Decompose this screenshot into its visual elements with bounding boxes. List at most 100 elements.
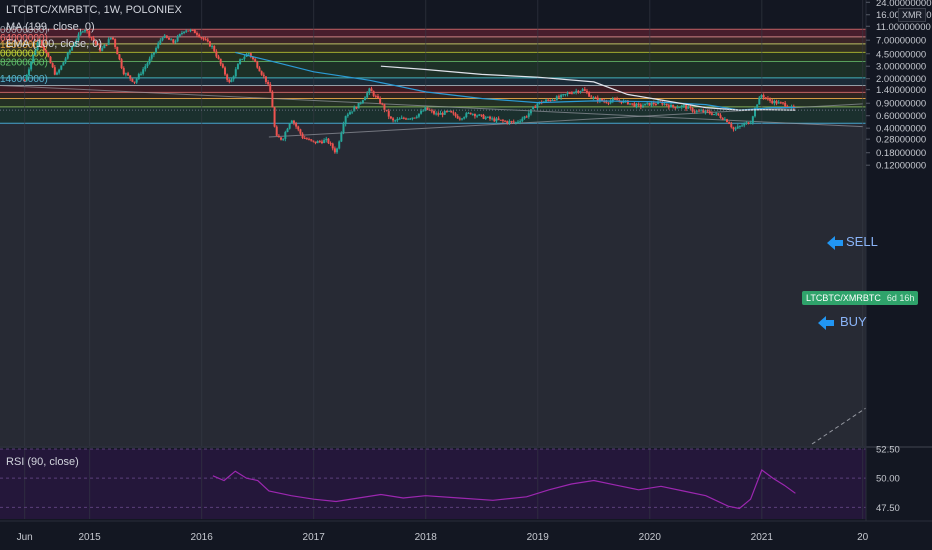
candle-body [60, 65, 63, 70]
candle-body [193, 30, 196, 34]
candle-body [480, 114, 483, 116]
candle-body [478, 114, 481, 116]
ema-legend[interactable]: EMA (100, close, 0) [6, 38, 102, 50]
candle-body [260, 71, 263, 75]
candle-body [573, 91, 576, 94]
x-tick-label: Jun [17, 532, 33, 543]
candle-body [756, 104, 759, 108]
candle-body [773, 100, 776, 104]
candle-body [299, 129, 302, 134]
candle-body [631, 103, 634, 105]
candle-body [316, 141, 319, 144]
candle-body [562, 94, 565, 96]
y-tick-label: 0.60000000 [876, 111, 926, 122]
candle-body [532, 106, 535, 110]
candle-body [529, 109, 532, 114]
candle-body [786, 106, 789, 108]
candle-body [749, 122, 752, 124]
candle-body [760, 95, 763, 98]
candle-body [469, 112, 472, 115]
candle-body [40, 40, 43, 46]
candle-body [637, 103, 640, 105]
y-tick-label: 4.50000000 [876, 49, 926, 60]
candle-body [301, 133, 304, 138]
candle-body [590, 96, 593, 98]
candle-body [473, 113, 476, 117]
candle-body [286, 128, 289, 133]
candle-body [234, 69, 237, 77]
candle-body [695, 110, 698, 112]
candle-body [228, 79, 231, 83]
candle-body [49, 56, 52, 64]
candle-body [288, 123, 291, 129]
y-tick-label: 0.12000000 [876, 161, 926, 172]
candle-body [150, 54, 153, 59]
candle-body [344, 116, 347, 125]
y-tick-label: 24.00000000 [876, 0, 931, 9]
candle-body [271, 91, 274, 108]
candle-body [441, 113, 444, 115]
candle-body [702, 110, 705, 113]
candle-body [495, 118, 498, 122]
candle-body [77, 34, 80, 41]
candle-body [771, 100, 774, 104]
current-price-tag[interactable]: LTCBTC/XMRBTC 6d 16h [802, 291, 919, 305]
fib-zone [0, 36, 866, 44]
candle-body [568, 93, 571, 95]
candle-body [109, 37, 112, 40]
candle-body [680, 105, 683, 108]
fib-zone [0, 98, 866, 107]
sell-signal-label: SELL [846, 234, 878, 249]
candle-body [148, 58, 151, 64]
x-tick-label: 2020 [639, 532, 662, 543]
candle-body [782, 102, 785, 104]
candle-body [476, 115, 479, 117]
chart-title[interactable]: LTCBTC/XMRBTC, 1W, POLONIEX [6, 4, 182, 16]
candle-body [185, 30, 188, 32]
candle-body [202, 37, 205, 40]
candle-body [460, 118, 463, 120]
candle-body [575, 90, 578, 92]
fib-level-label: 00000000) [0, 25, 48, 36]
fib-level-label: 64000000) [0, 33, 48, 44]
candle-body [342, 124, 345, 133]
candle-body [514, 122, 517, 124]
candle-body [114, 39, 117, 47]
candle-body [232, 76, 235, 80]
bar-countdown: 6d 16h [886, 293, 915, 303]
candle-body [23, 80, 26, 82]
candle-body [224, 67, 227, 75]
fib-zone [0, 92, 866, 99]
candle-body [96, 43, 99, 46]
ma-legend[interactable]: MA (199, close, 0) [6, 21, 95, 33]
candle-body [517, 121, 520, 123]
candle-body [131, 78, 134, 82]
candle-body [721, 117, 724, 120]
candle-body [626, 100, 629, 105]
candle-body [127, 73, 130, 76]
candle-body [387, 110, 390, 117]
candle-body [404, 118, 407, 120]
candle-body [445, 110, 448, 112]
candle-body [545, 99, 548, 102]
candle-body [310, 139, 313, 141]
candle-body [592, 97, 595, 99]
candle-body [208, 41, 211, 47]
candle-body [94, 40, 97, 44]
candle-body [650, 102, 653, 106]
candle-body [204, 39, 207, 41]
rsi-legend[interactable]: RSI (90, close) [6, 456, 79, 468]
fib-level-label: 82000000) [0, 57, 48, 68]
candle-body [713, 114, 716, 116]
candle-body [236, 64, 239, 70]
candle-body [424, 107, 427, 111]
candle-body [579, 91, 582, 93]
candle-body [325, 138, 328, 141]
candle-body [284, 132, 287, 139]
candle-body [523, 116, 526, 119]
candle-body [452, 112, 455, 114]
rsi-pane-background [0, 449, 866, 519]
candle-body [501, 119, 504, 121]
candle-body [338, 141, 341, 149]
